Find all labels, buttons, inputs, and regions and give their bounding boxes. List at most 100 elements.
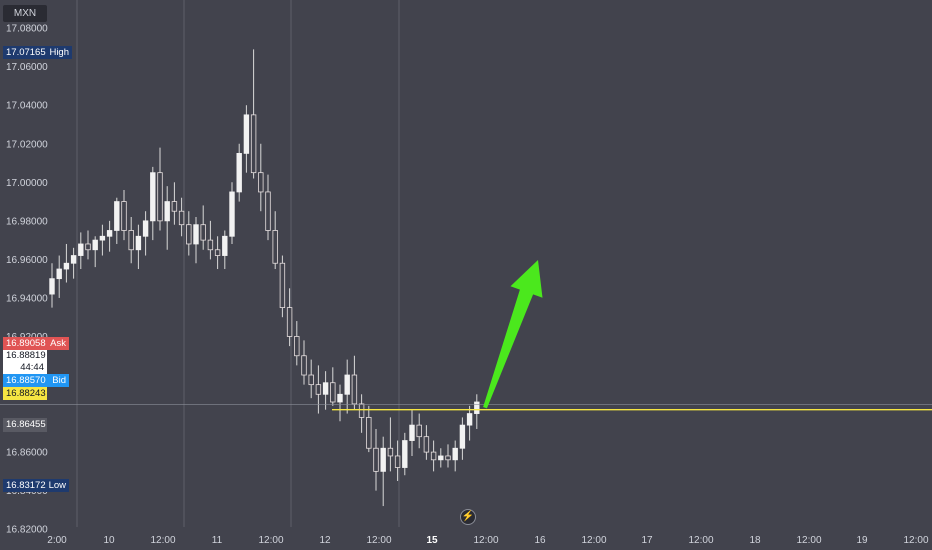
up-arrow-icon[interactable] xyxy=(483,260,543,409)
candle[interactable] xyxy=(49,263,55,308)
candle[interactable] xyxy=(70,247,77,279)
candle[interactable] xyxy=(114,197,120,244)
candle[interactable] xyxy=(200,205,206,250)
lightning-bolt-icon[interactable]: ⚡ xyxy=(460,509,476,525)
candle[interactable] xyxy=(92,236,98,268)
candle[interactable] xyxy=(380,436,386,507)
candle[interactable] xyxy=(78,232,84,270)
price-tick-label: 16.94000 xyxy=(6,293,48,304)
candle-body-down xyxy=(178,210,185,226)
candle[interactable] xyxy=(193,216,199,264)
session-separators xyxy=(76,0,400,527)
candle[interactable] xyxy=(322,371,329,410)
candle[interactable] xyxy=(222,230,228,270)
time-tick-label: 2:00 xyxy=(47,535,67,546)
candle[interactable] xyxy=(301,340,307,385)
candle[interactable] xyxy=(430,440,437,472)
candle[interactable] xyxy=(409,409,415,456)
candle[interactable] xyxy=(106,220,113,252)
candle[interactable] xyxy=(358,394,365,433)
candle[interactable] xyxy=(142,211,149,256)
price-tick-label: 17.08000 xyxy=(6,24,48,35)
candle[interactable] xyxy=(243,105,250,173)
time-tick-label: 12:00 xyxy=(366,535,391,546)
low-price-label: Low xyxy=(48,480,66,491)
candle[interactable] xyxy=(207,220,214,260)
previous-price-tag: 16.86455 xyxy=(3,418,47,432)
candle-body-down xyxy=(301,355,307,376)
candle[interactable] xyxy=(236,143,242,202)
candle[interactable] xyxy=(466,405,473,441)
candle-body-up xyxy=(142,220,149,237)
candle[interactable] xyxy=(56,255,62,298)
bid-price-value: 16.88570 xyxy=(6,375,46,386)
candle[interactable] xyxy=(178,197,185,237)
candle[interactable] xyxy=(423,425,430,460)
candle[interactable] xyxy=(265,174,271,241)
candle[interactable] xyxy=(394,440,401,482)
candle[interactable] xyxy=(164,186,170,250)
candle-body-up xyxy=(49,278,55,295)
candle-body-up xyxy=(337,393,343,403)
candle[interactable] xyxy=(214,236,221,270)
candle[interactable] xyxy=(279,255,286,318)
candle[interactable] xyxy=(286,288,293,347)
candle[interactable] xyxy=(308,359,314,399)
time-tick-label: 12:00 xyxy=(473,535,498,546)
candle[interactable] xyxy=(157,147,163,231)
trend-arrow[interactable] xyxy=(483,260,543,409)
candle[interactable] xyxy=(402,432,408,476)
candle[interactable] xyxy=(445,444,451,468)
candle[interactable] xyxy=(474,394,480,429)
high-price-value: 17.07165 xyxy=(6,47,46,58)
time-tick-label: 12:00 xyxy=(688,535,713,546)
candle-body-down xyxy=(265,191,271,231)
candle-body-up xyxy=(222,235,228,256)
candle[interactable] xyxy=(121,190,127,241)
candle-body-down xyxy=(200,224,206,241)
price-tick-label: 16.96000 xyxy=(6,255,48,266)
candle[interactable] xyxy=(366,405,372,453)
candle[interactable] xyxy=(315,365,322,414)
candle[interactable] xyxy=(438,448,444,468)
candle[interactable] xyxy=(373,428,379,491)
candle[interactable] xyxy=(128,216,134,264)
candle[interactable] xyxy=(416,413,422,449)
candle-body-up xyxy=(236,152,242,193)
candle[interactable] xyxy=(229,182,235,244)
previous-price-value: 16.86455 xyxy=(6,419,46,430)
time-tick-label-current-day: 15 xyxy=(426,535,438,546)
candle[interactable] xyxy=(63,243,70,283)
candle[interactable] xyxy=(459,417,466,460)
time-tick-label: 12 xyxy=(319,535,331,546)
candle[interactable] xyxy=(250,49,257,179)
candle-body-up xyxy=(63,262,70,270)
candle-body-down xyxy=(250,114,257,174)
symbol-label[interactable]: MXN xyxy=(3,5,47,22)
candle[interactable] xyxy=(387,417,394,472)
candle[interactable] xyxy=(150,166,156,241)
candle[interactable] xyxy=(186,211,192,256)
candle-body-up xyxy=(164,201,170,222)
candle[interactable] xyxy=(171,182,178,225)
candle[interactable] xyxy=(330,367,336,406)
ask-price-value: 16.89058 xyxy=(6,338,46,349)
candle[interactable] xyxy=(135,224,142,270)
candle[interactable] xyxy=(258,143,264,212)
candle-body-up xyxy=(344,374,350,395)
time-tick-label: 12:00 xyxy=(150,535,175,546)
time-tick-label: 11 xyxy=(212,535,223,546)
candle[interactable] xyxy=(452,440,458,472)
candle[interactable] xyxy=(294,321,300,366)
candle[interactable] xyxy=(351,355,358,410)
candle-body-down xyxy=(214,249,221,256)
candle[interactable] xyxy=(99,224,106,256)
candle-body-up xyxy=(409,424,415,441)
candle[interactable] xyxy=(337,384,343,422)
candle[interactable] xyxy=(85,230,91,260)
candle[interactable] xyxy=(272,211,278,270)
candle-series[interactable] xyxy=(49,49,480,507)
time-tick-label: 12:00 xyxy=(258,535,283,546)
candle-body-up xyxy=(459,424,466,449)
